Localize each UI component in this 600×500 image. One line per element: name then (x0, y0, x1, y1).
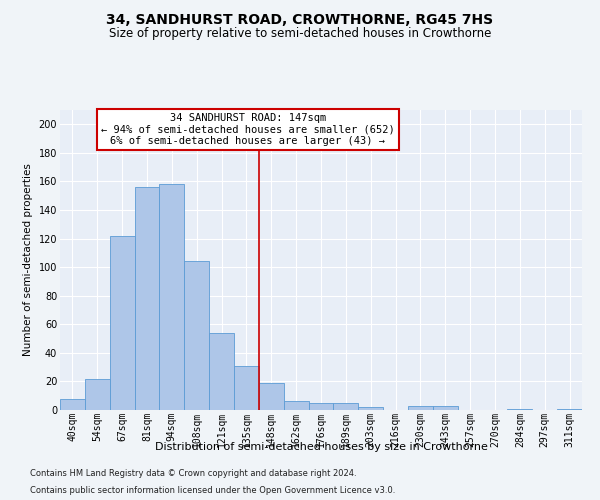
Bar (358, 407, 383, 410)
Bar (284, 402, 308, 410)
Bar (184, 262, 209, 410)
Text: Contains HM Land Registry data © Crown copyright and database right 2024.: Contains HM Land Registry data © Crown c… (30, 468, 356, 477)
Bar (60, 398, 85, 410)
Bar (134, 187, 160, 410)
Bar (85, 378, 110, 410)
Bar (557, 408, 582, 410)
Bar (234, 366, 259, 410)
Bar (334, 403, 358, 410)
Bar (308, 403, 334, 410)
Bar (110, 236, 134, 410)
Bar (160, 184, 184, 410)
Bar (209, 333, 234, 410)
Text: Size of property relative to semi-detached houses in Crowthorne: Size of property relative to semi-detach… (109, 28, 491, 40)
Text: 34 SANDHURST ROAD: 147sqm
← 94% of semi-detached houses are smaller (652)
6% of : 34 SANDHURST ROAD: 147sqm ← 94% of semi-… (101, 113, 395, 146)
Text: 34, SANDHURST ROAD, CROWTHORNE, RG45 7HS: 34, SANDHURST ROAD, CROWTHORNE, RG45 7HS (106, 12, 494, 26)
Text: Distribution of semi-detached houses by size in Crowthorne: Distribution of semi-detached houses by … (155, 442, 487, 452)
Bar (433, 406, 458, 410)
Bar (259, 383, 284, 410)
Y-axis label: Number of semi-detached properties: Number of semi-detached properties (23, 164, 33, 356)
Bar (408, 406, 433, 410)
Bar (508, 408, 532, 410)
Text: Contains public sector information licensed under the Open Government Licence v3: Contains public sector information licen… (30, 486, 395, 495)
